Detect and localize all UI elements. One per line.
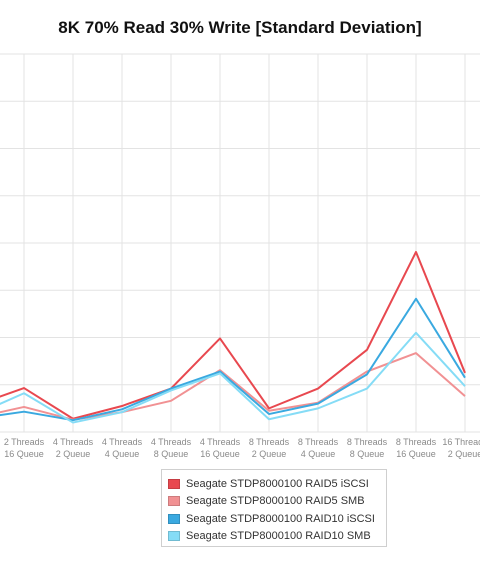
legend-item: Seagate STDP8000100 RAID10 SMB	[168, 528, 386, 546]
x-tick-label: 8 Threads	[249, 437, 290, 447]
legend-swatch	[168, 513, 180, 524]
legend-item: Seagate STDP8000100 RAID5 SMB	[168, 493, 386, 511]
x-tick-label: 2 Queue	[252, 449, 287, 459]
legend-swatch	[168, 531, 180, 542]
legend-label: Seagate STDP8000100 RAID10 SMB	[186, 530, 371, 543]
series-lines	[0, 250, 466, 424]
x-tick-label: 16 Queue	[4, 449, 44, 459]
legend: Seagate STDP8000100 RAID5 iSCSI Seagate S…	[161, 469, 387, 547]
x-tick-label: 8 Queue	[154, 449, 189, 459]
series-line-3	[0, 297, 466, 422]
x-tick-label: 4 Threads	[53, 437, 94, 447]
x-tick-label: 4 Threads	[151, 437, 192, 447]
legend-item: Seagate STDP8000100 RAID10 iSCSI	[168, 510, 386, 528]
legend-label: Seagate STDP8000100 RAID5 iSCSI	[186, 477, 369, 490]
x-tick-label: 2 Queue	[56, 449, 91, 459]
x-tick-label: 4 Queue	[105, 449, 140, 459]
x-tick-label: 2 Threads	[4, 437, 45, 447]
legend-label: Seagate STDP8000100 RAID10 iSCSI	[186, 512, 375, 525]
x-tick-label: 8 Threads	[396, 437, 437, 447]
series-line-1	[0, 250, 466, 420]
x-tick-label: 16 Queue	[200, 449, 240, 459]
x-tick-label: 4 Queue	[301, 449, 336, 459]
series-line-2	[0, 352, 466, 421]
series-line-4	[0, 331, 466, 424]
grid	[0, 53, 480, 433]
x-tick-label: 4 Threads	[102, 437, 143, 447]
legend-swatch	[168, 478, 180, 489]
x-tick-label: 4 Threads	[200, 437, 241, 447]
x-tick-label: 16 Queue	[396, 449, 436, 459]
x-tick-label: 8 Queue	[350, 449, 385, 459]
legend-swatch	[168, 496, 180, 507]
x-tick-label: 8 Threads	[298, 437, 339, 447]
legend-label: Seagate STDP8000100 RAID5 SMB	[186, 495, 365, 508]
x-tick-label: 16 Threads	[442, 437, 480, 447]
x-tick-label: 2 Queue	[448, 449, 480, 459]
chart-title: 8K 70% Read 30% Write [Standard Deviatio…	[58, 18, 422, 37]
legend-item: Seagate STDP8000100 RAID5 iSCSI	[168, 475, 386, 493]
x-tick-label: 8 Threads	[347, 437, 388, 447]
